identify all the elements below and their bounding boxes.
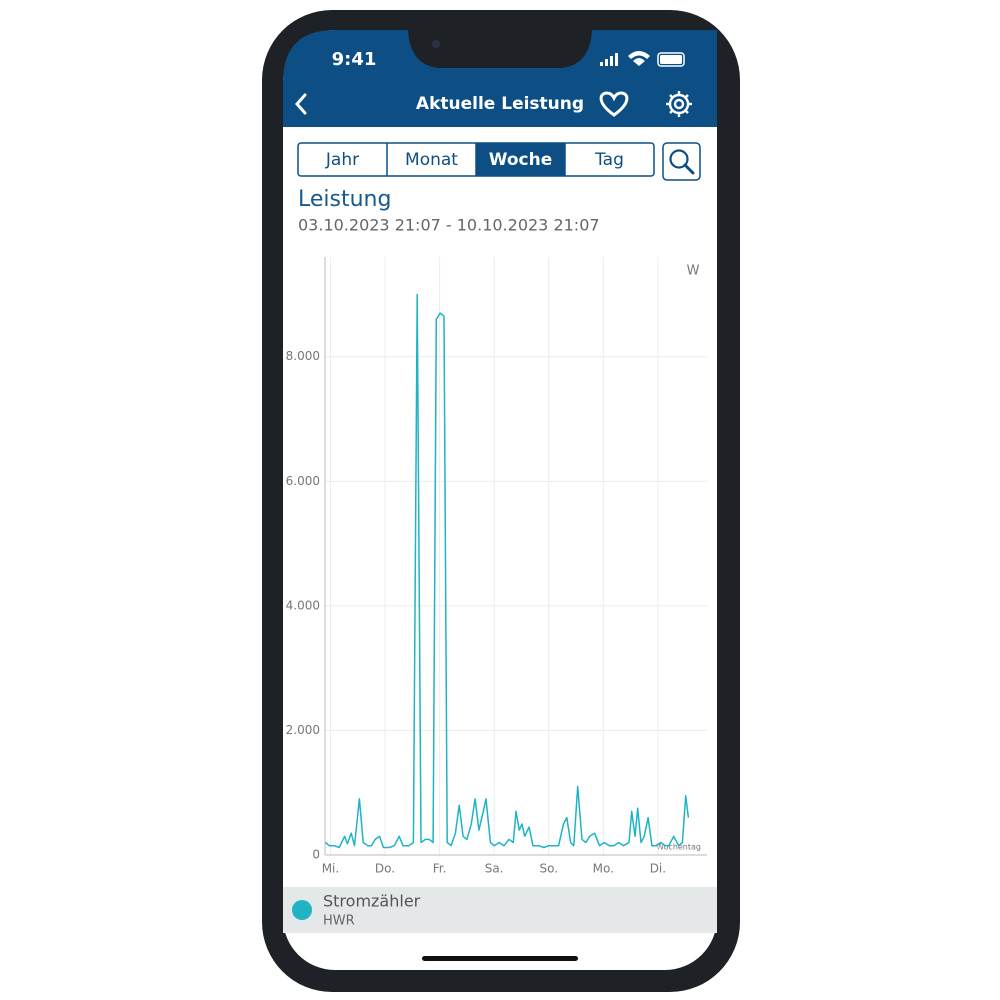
plot: 0 2.000 4.000 6.000 8.000 Mi. Do. Fr. Sa. So. Mo. D… (286, 257, 707, 876)
header-bg-right (665, 30, 717, 127)
tab-bar: Jahr Monat Woche Tag (297, 142, 655, 177)
home-indicator (422, 956, 578, 961)
x-tick-label: Mi. (322, 862, 340, 876)
x-tick-label: Mo. (593, 862, 614, 876)
notch (408, 30, 592, 68)
x-tick-label: Do. (375, 862, 395, 876)
legend-label[interactable]: Stromzähler (323, 892, 421, 911)
y-tick-label: 2.000 (286, 723, 320, 737)
legend-marker (292, 900, 312, 920)
camera (432, 40, 440, 48)
data-line (325, 293, 690, 849)
phone-screen (283, 30, 717, 970)
chart-subtitle: 03.10.2023 21:07 - 10.10.2023 21:07 (298, 216, 600, 235)
y-tick-label: 6.000 (286, 474, 320, 488)
header-title: Aktuelle Leistung (416, 94, 584, 114)
status-time: 9:41 (332, 49, 377, 70)
settings-button[interactable] (666, 91, 692, 117)
back-button[interactable] (294, 93, 307, 115)
x-tick-label: Fr. (433, 862, 447, 876)
y-tick-label: 0 (312, 848, 320, 862)
tab[interactable]: Tag (594, 150, 624, 170)
header-bg (283, 30, 717, 127)
tab[interactable]: Monat (405, 150, 458, 170)
x-tick-label: So. (539, 862, 558, 876)
legend-sublabel: HWR (323, 914, 355, 929)
x-axis-label: Wochentag (656, 843, 701, 852)
tab-active-bg (476, 143, 565, 176)
y-tick-label: 4.000 (286, 598, 320, 612)
tab[interactable]: Jahr (325, 150, 359, 170)
status-icons (600, 51, 685, 67)
favorite-button[interactable] (599, 91, 629, 117)
chart-title: Leistung (298, 187, 391, 212)
search-button[interactable] (662, 142, 701, 181)
x-tick-label: Di. (650, 862, 666, 876)
tab[interactable]: Woche (489, 150, 553, 170)
legend-bg (283, 887, 717, 933)
y-unit: W (687, 264, 700, 279)
y-tick-label: 8.000 (286, 349, 320, 363)
x-tick-label: Sa. (485, 862, 504, 876)
